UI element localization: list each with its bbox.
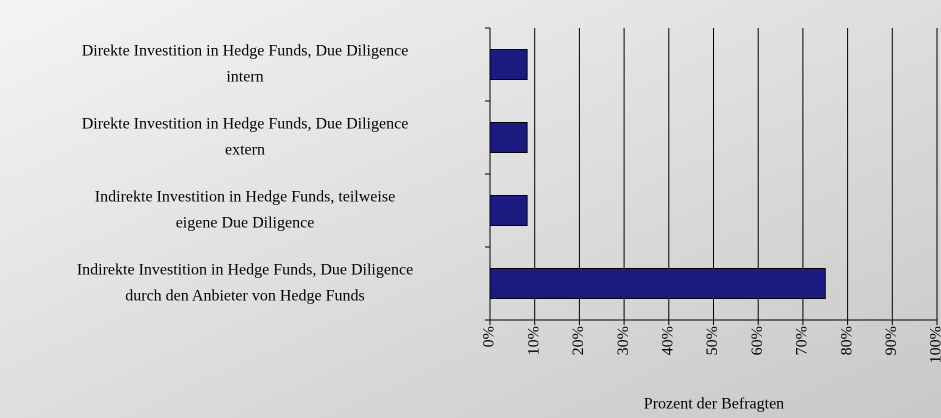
x-tick-label: 20%: [570, 326, 587, 355]
x-axis-title: Prozent der Befragten: [644, 396, 784, 413]
bar: [489, 49, 528, 80]
x-tick-label: 50%: [704, 326, 721, 355]
y-tick-label: Indirekte Investition in Hedge Funds, Du…: [77, 261, 413, 304]
bar: [489, 122, 528, 153]
x-tick-label: 70%: [794, 326, 811, 355]
x-tick-label: 60%: [749, 326, 766, 355]
x-tick-label: 80%: [838, 326, 855, 355]
x-tick-label: 90%: [883, 326, 900, 355]
y-tick-label: Indirekte Investition in Hedge Funds, te…: [95, 188, 395, 231]
x-tick-label: 100%: [928, 326, 941, 363]
y-tick-label: Direkte Investition in Hedge Funds, Due …: [82, 115, 409, 158]
y-tick-label: Direkte Investition in Hedge Funds, Due …: [82, 42, 409, 85]
x-tick-label: 40%: [659, 326, 676, 355]
x-tick-label: 0%: [481, 326, 498, 347]
x-tick-label: 30%: [615, 326, 632, 355]
x-tick-label: 10%: [525, 326, 542, 355]
bar: [489, 268, 826, 299]
bar: [489, 195, 528, 226]
